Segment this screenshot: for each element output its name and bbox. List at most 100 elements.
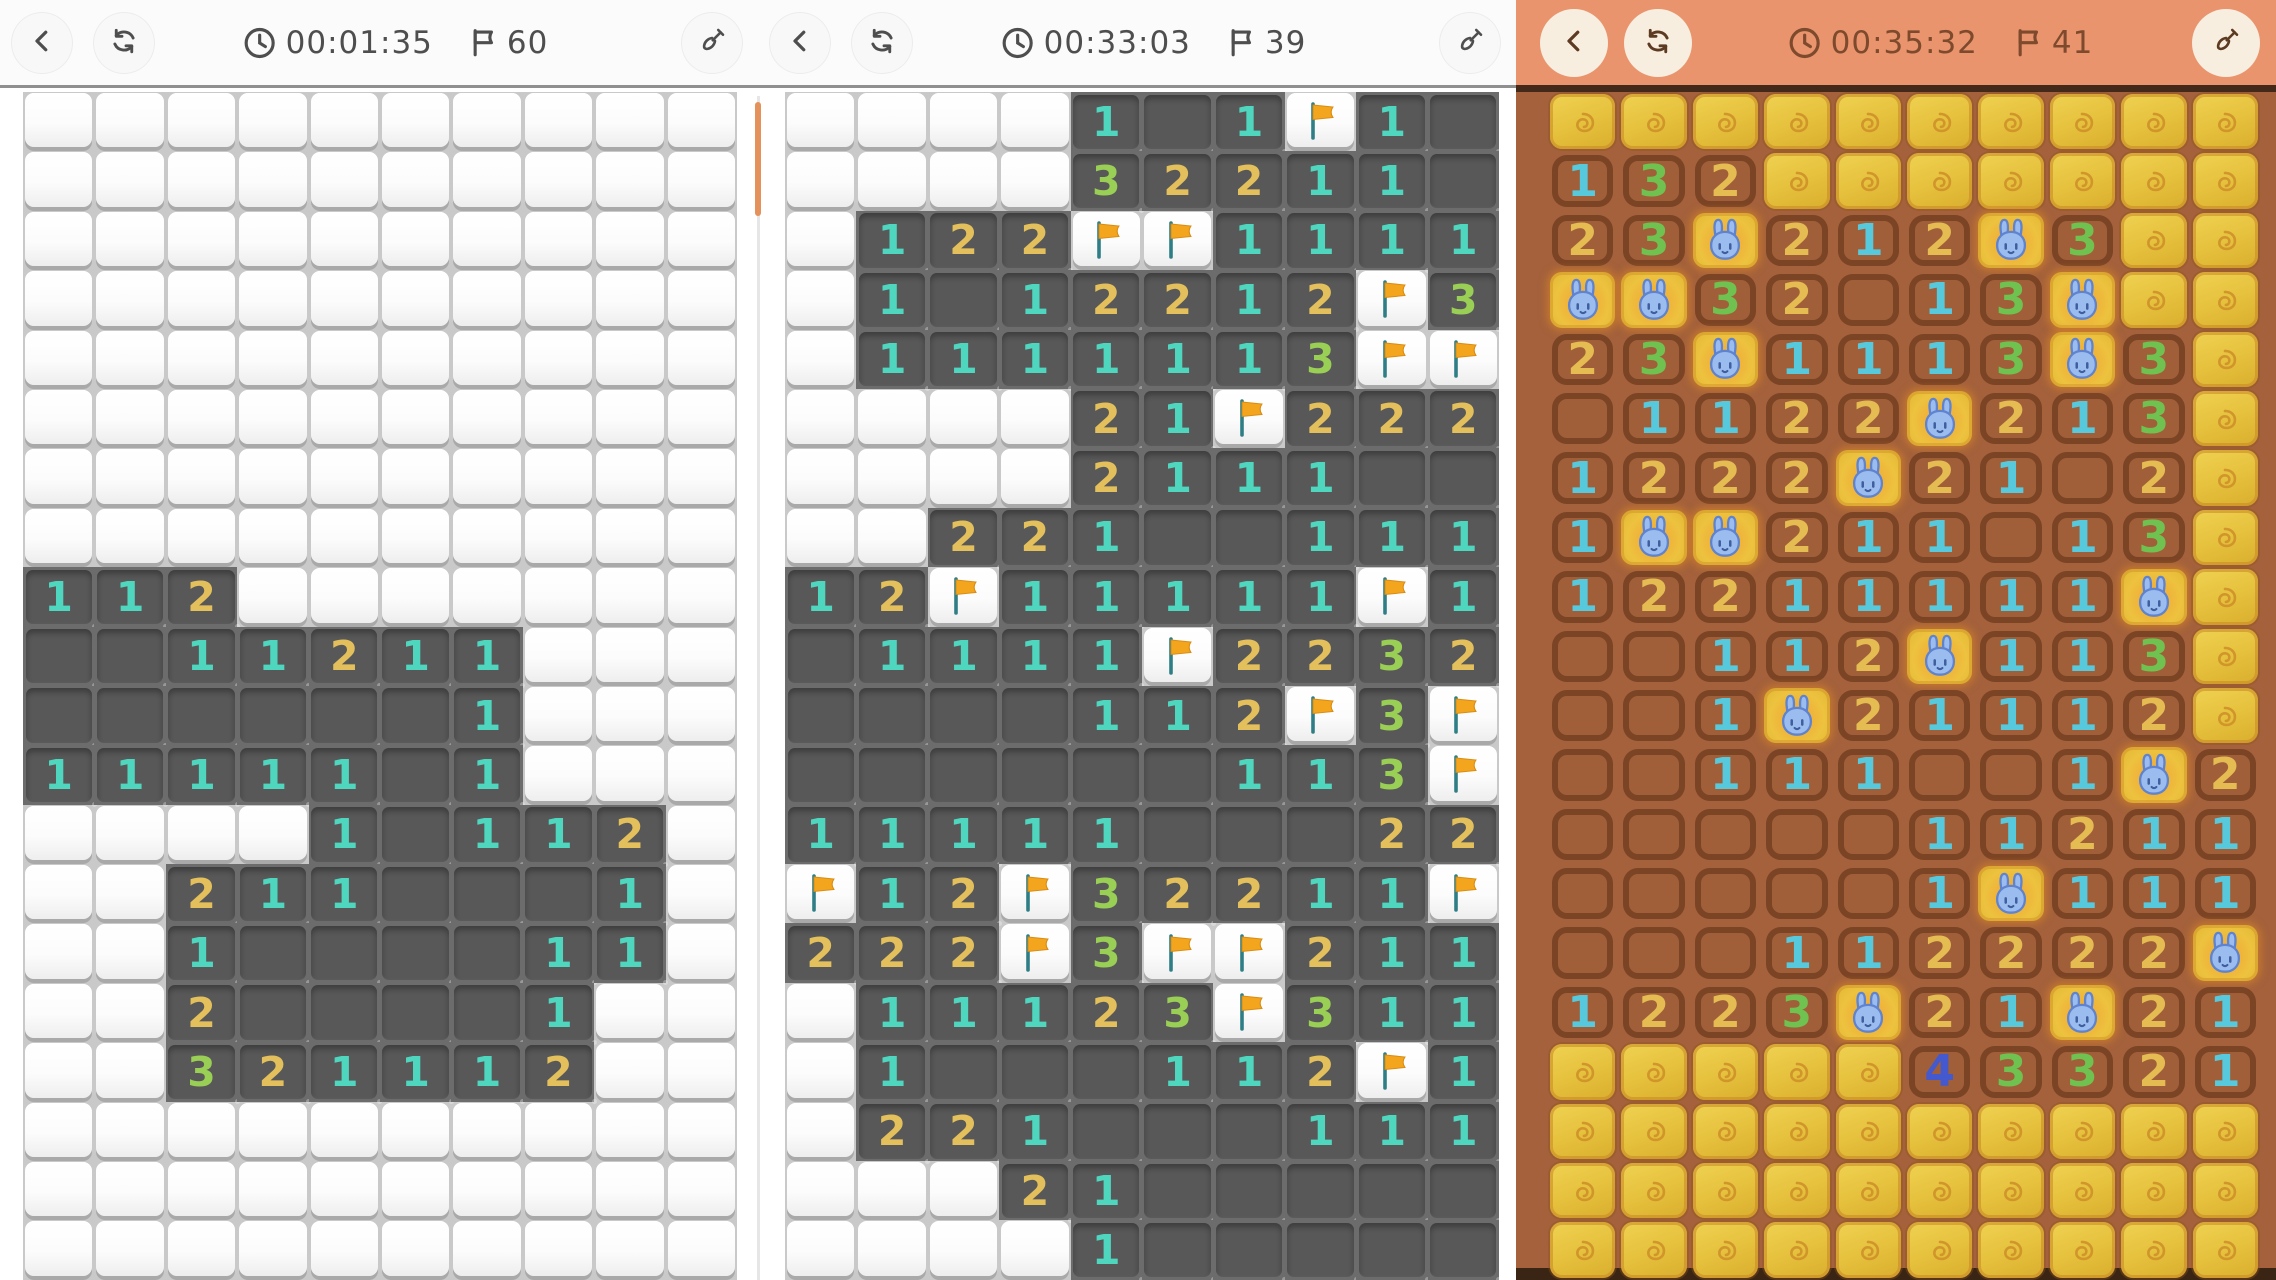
cell-r12c7[interactable]: 2 (2047, 805, 2118, 864)
cell-r2c6[interactable]: 1 (1213, 210, 1288, 274)
cell-r9c6[interactable]: 2 (1213, 626, 1288, 689)
cell-r10c2[interactable] (165, 685, 241, 749)
cell-r0c9[interactable] (2190, 92, 2261, 151)
cell-r3c8[interactable] (1356, 270, 1427, 329)
cell-r2c5[interactable] (1142, 211, 1213, 270)
cell-r19c1[interactable] (94, 1220, 165, 1279)
cell-r13c9[interactable]: 1 (2190, 864, 2261, 923)
cell-r6c2[interactable] (928, 448, 999, 507)
cell-r0c8[interactable] (2118, 92, 2189, 151)
cell-r18c4[interactable] (309, 1161, 380, 1220)
cell-r15c7[interactable] (2047, 983, 2118, 1042)
cell-r2c8[interactable]: 1 (1356, 210, 1431, 274)
cell-r6c6[interactable] (451, 448, 522, 507)
cell-r5c9[interactable] (2190, 389, 2261, 448)
cell-r17c0[interactable] (785, 1102, 856, 1161)
cell-r5c6[interactable] (1213, 389, 1284, 448)
cell-r12c9[interactable]: 1 (2190, 805, 2261, 864)
cell-r12c5[interactable]: 1 (1904, 805, 1975, 864)
cell-r9c5[interactable]: 1 (379, 626, 455, 689)
cell-r9c4[interactable]: 1 (1070, 626, 1145, 689)
cell-r2c1[interactable]: 1 (856, 210, 931, 274)
cell-r1c1[interactable] (856, 151, 927, 210)
cell-r19c0[interactable] (1547, 1220, 1618, 1279)
cell-r15c0[interactable]: 1 (1547, 983, 1618, 1042)
cell-r10c3[interactable] (999, 685, 1074, 749)
cell-r16c1[interactable] (94, 1042, 165, 1101)
cell-r15c6[interactable] (1213, 983, 1284, 1042)
cell-r6c0[interactable]: 1 (1547, 448, 1618, 507)
dig-mode-button[interactable] (2192, 8, 2260, 77)
cell-r15c9[interactable]: 1 (1427, 982, 1502, 1046)
cell-r12c3[interactable]: 1 (999, 804, 1074, 867)
cell-r7c6[interactable] (1213, 507, 1288, 571)
cell-r10c0[interactable] (23, 685, 98, 749)
cell-r13c4[interactable]: 3 (1070, 864, 1145, 927)
cell-r17c7[interactable]: 1 (1284, 1101, 1360, 1164)
cell-r3c1[interactable]: 1 (856, 270, 931, 333)
cell-r5c5[interactable] (380, 389, 451, 448)
cell-r5c9[interactable] (666, 389, 737, 448)
cell-r18c8[interactable] (2118, 1161, 2189, 1220)
dig-mode-button[interactable] (1440, 12, 1500, 73)
cell-r10c9[interactable] (2190, 686, 2261, 745)
cell-r4c3[interactable] (237, 330, 308, 389)
cell-r13c0[interactable] (23, 864, 94, 923)
cell-r3c0[interactable] (23, 270, 94, 329)
cell-r14c0[interactable] (1547, 923, 1618, 982)
cell-r16c7[interactable]: 2 (1284, 1042, 1360, 1105)
cell-r11c3[interactable] (999, 745, 1074, 808)
cell-r9c8[interactable]: 3 (2118, 627, 2189, 686)
cell-r7c4[interactable]: 1 (1070, 507, 1145, 571)
cell-r19c1[interactable] (1618, 1220, 1689, 1279)
cell-r0c7[interactable] (2047, 92, 2118, 151)
cell-r10c6[interactable]: 1 (451, 685, 526, 749)
cell-r17c3[interactable] (1761, 1102, 1832, 1161)
cell-r16c8[interactable] (594, 1042, 665, 1101)
cell-r9c2[interactable]: 1 (165, 626, 241, 689)
cell-r7c2[interactable] (1690, 508, 1761, 567)
cell-r12c0[interactable]: 1 (785, 804, 860, 867)
cell-r16c2[interactable] (1690, 1042, 1761, 1101)
cell-r6c4[interactable]: 2 (1070, 448, 1145, 511)
cell-r9c3[interactable]: 1 (1761, 627, 1832, 686)
cell-r6c1[interactable]: 2 (1618, 448, 1689, 507)
cell-r11c1[interactable]: 1 (94, 745, 169, 808)
cell-r4c7[interactable] (523, 330, 594, 389)
cell-r14c4[interactable]: 3 (1070, 923, 1145, 986)
cell-r7c8[interactable]: 1 (1356, 507, 1431, 571)
cell-r11c3[interactable]: 1 (1761, 745, 1832, 804)
cell-r14c4[interactable] (308, 923, 383, 986)
cell-r9c3[interactable]: 1 (999, 626, 1074, 689)
cell-r1c3[interactable] (999, 151, 1070, 210)
cell-r1c1[interactable] (94, 151, 165, 210)
cell-r2c6[interactable] (451, 211, 522, 270)
cell-r3c8[interactable] (2118, 270, 2189, 329)
cell-r9c8[interactable]: 3 (1356, 626, 1431, 689)
cell-r10c2[interactable] (927, 685, 1003, 749)
cell-r19c2[interactable] (166, 1220, 237, 1279)
cell-r16c2[interactable] (927, 1042, 1003, 1105)
cell-r14c5[interactable] (1142, 923, 1213, 982)
cell-r10c5[interactable]: 1 (1141, 685, 1217, 749)
cell-r3c5[interactable] (380, 270, 451, 329)
cell-r16c4[interactable] (1833, 1042, 1904, 1101)
cell-r2c4[interactable] (1071, 211, 1142, 270)
cell-r4c0[interactable] (23, 330, 94, 389)
cell-r8c2[interactable]: 2 (1690, 567, 1761, 626)
cell-r4c5[interactable] (380, 330, 451, 389)
cell-r5c3[interactable]: 2 (1761, 389, 1832, 448)
cell-r3c2[interactable]: 3 (1690, 270, 1761, 329)
cell-r7c2[interactable]: 2 (927, 507, 1003, 571)
cell-r18c6[interactable] (1213, 1161, 1288, 1224)
cell-r15c8[interactable]: 1 (1356, 982, 1431, 1046)
cell-r14c8[interactable]: 2 (2118, 923, 2189, 982)
cell-r16c9[interactable]: 1 (2190, 1042, 2261, 1101)
cell-r9c8[interactable] (594, 627, 665, 686)
cell-r13c4[interactable] (1833, 864, 1904, 923)
cell-r0c5[interactable] (1904, 92, 1975, 151)
cell-r15c5[interactable] (379, 982, 455, 1046)
cell-r16c8[interactable] (1356, 1042, 1427, 1101)
cell-r3c3[interactable] (237, 270, 308, 329)
cell-r8c7[interactable]: 1 (2047, 567, 2118, 626)
